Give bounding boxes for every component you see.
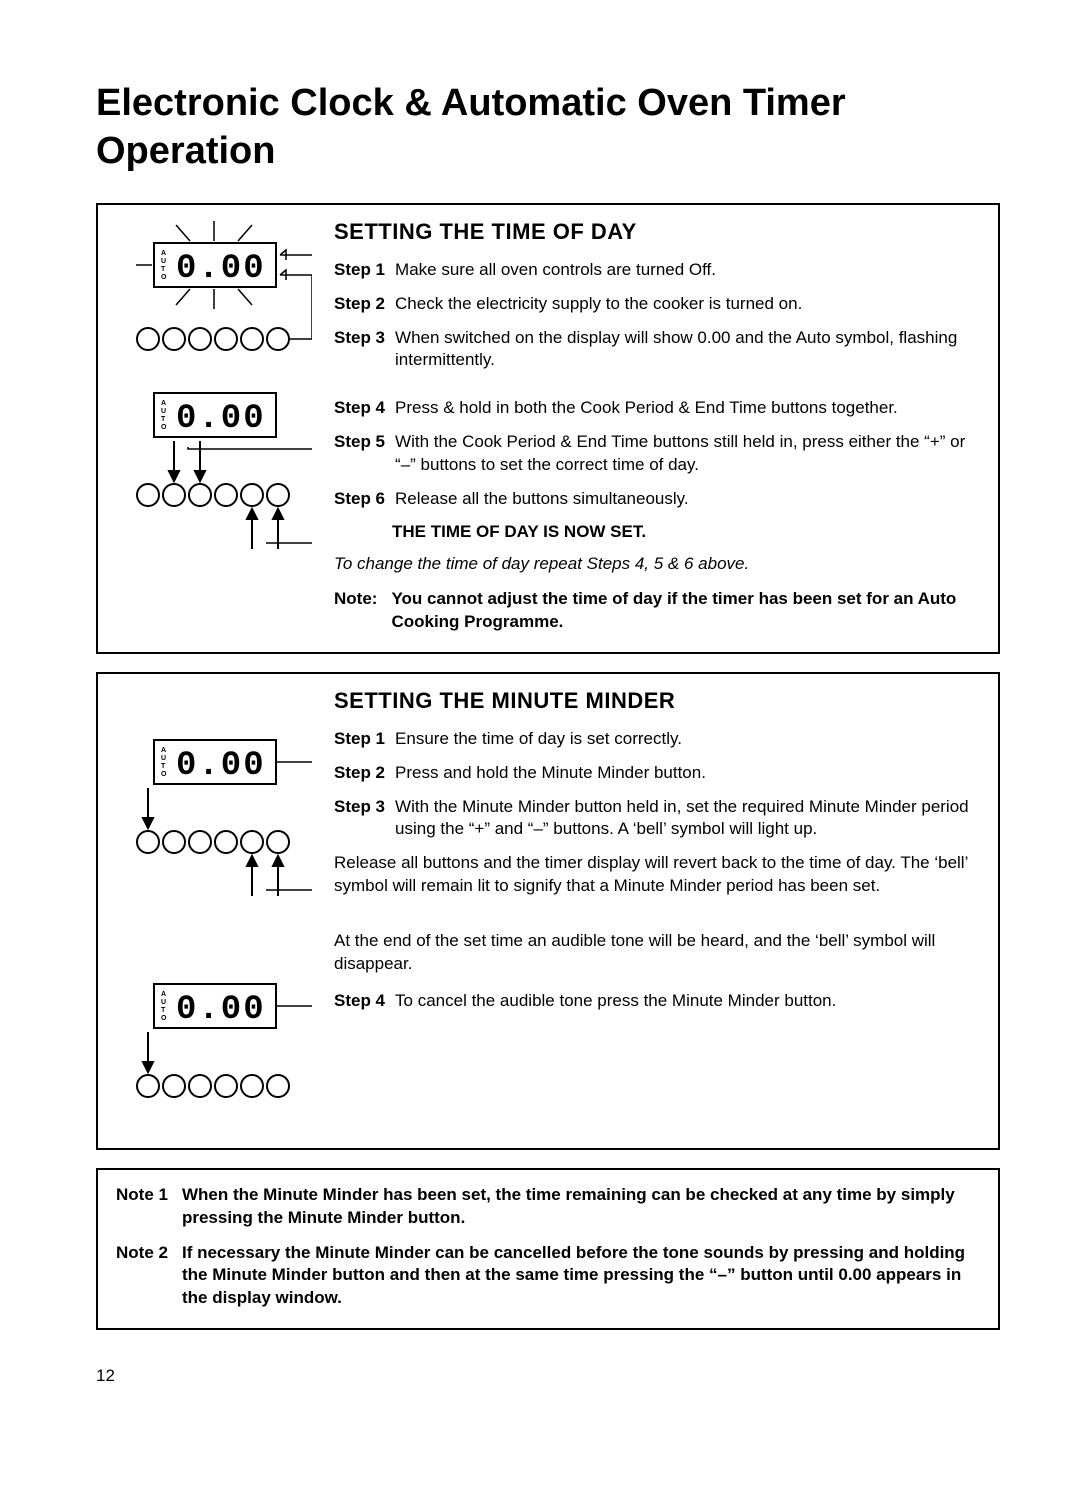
svg-text:O: O: [161, 771, 167, 778]
note-text: When the Minute Minder has been set, the…: [182, 1184, 980, 1230]
note-label: Note:: [334, 588, 377, 634]
note-text: You cannot adjust the time of day if the…: [391, 588, 980, 634]
step-label: Step 1: [334, 259, 385, 281]
svg-text:O: O: [161, 274, 167, 281]
clock-diagram-1: A U T O 0.00: [116, 219, 312, 369]
step-text: When switched on the display will show 0…: [395, 327, 980, 371]
time-set-confirmation: THE TIME OF DAY IS NOW SET.: [392, 522, 980, 542]
clock-diagram-4: A U T O 0.00: [116, 980, 312, 1130]
step-row: Step 3When switched on the display will …: [334, 327, 980, 371]
paragraph: Release all buttons and the timer displa…: [334, 852, 980, 898]
note-row: Note 2 If necessary the Minute Minder ca…: [116, 1242, 980, 1311]
step-text: Press & hold in both the Cook Period & E…: [395, 397, 980, 419]
heading-time-of-day: SETTING THE TIME OF DAY: [334, 219, 980, 245]
step-label: Step 6: [334, 488, 385, 510]
diagram-time-of-day: A U T O 0.00 A U T O: [116, 219, 312, 634]
svg-text:A: A: [161, 747, 166, 754]
step-label: Step 3: [334, 796, 385, 840]
step-row: Step 5With the Cook Period & End Time bu…: [334, 431, 980, 475]
step-label: Step 3: [334, 327, 385, 371]
svg-text:O: O: [161, 424, 167, 431]
step-label: Step 1: [334, 728, 385, 750]
step-text: Press and hold the Minute Minder button.: [395, 762, 980, 784]
note-label: Note 2: [116, 1242, 168, 1311]
diagram-minute-minder: A U T O 0.00: [116, 688, 312, 1130]
note-row: Note: You cannot adjust the time of day …: [334, 588, 980, 634]
svg-text:0.00: 0.00: [176, 747, 266, 785]
svg-text:T: T: [161, 763, 166, 770]
step-row: Step 4 Press & hold in both the Cook Peri…: [334, 397, 980, 419]
step-row: Step 4 To cancel the audible tone press t…: [334, 990, 980, 1012]
svg-text:0.00: 0.00: [176, 991, 266, 1029]
svg-text:0.00: 0.00: [176, 400, 266, 438]
step-label: Step 2: [334, 762, 385, 784]
repeat-instruction: To change the time of day repeat Steps 4…: [334, 554, 980, 574]
note-row: Note 1 When the Minute Minder has been s…: [116, 1184, 980, 1230]
svg-text:U: U: [161, 258, 166, 265]
step-row: Step 2 Check the electricity supply to th…: [334, 293, 980, 315]
svg-text:A: A: [161, 400, 166, 407]
heading-minute-minder: SETTING THE MINUTE MINDER: [334, 688, 980, 714]
note-text: If necessary the Minute Minder can be ca…: [182, 1242, 980, 1311]
step-row: Step 3With the Minute Minder button held…: [334, 796, 980, 840]
svg-text:U: U: [161, 408, 166, 415]
step-text: To cancel the audible tone press the Min…: [395, 990, 980, 1012]
svg-text:T: T: [161, 416, 166, 423]
step-label: Step 4: [334, 990, 385, 1012]
svg-text:T: T: [161, 266, 166, 273]
step-row: Step 6 Release all the buttons simultaneo…: [334, 488, 980, 510]
clock-diagram-3: A U T O 0.00: [116, 736, 312, 906]
svg-text:U: U: [161, 999, 166, 1006]
clock-diagram-2: A U T O 0.00: [116, 389, 312, 559]
paragraph: At the end of the set time an audible to…: [334, 930, 980, 976]
step-label: Step 2: [334, 293, 385, 315]
svg-text:0.00: 0.00: [176, 250, 266, 288]
step-row: Step 1 Make sure all oven controls are tu…: [334, 259, 980, 281]
step-text: Make sure all oven controls are turned O…: [395, 259, 980, 281]
svg-text:T: T: [161, 1007, 166, 1014]
step-row: Step 1 Ensure the time of day is set corr…: [334, 728, 980, 750]
step-row: Step 2 Press and hold the Minute Minder b…: [334, 762, 980, 784]
step-text: Release all the buttons simultaneously.: [395, 488, 980, 510]
step-text: Ensure the time of day is set correctly.: [395, 728, 980, 750]
svg-text:O: O: [161, 1015, 167, 1022]
section-time-of-day: A U T O 0.00 A U T O: [96, 203, 1000, 654]
page-title: Electronic Clock & Automatic Oven Timer …: [96, 80, 1000, 175]
step-label: Step 4: [334, 397, 385, 419]
section-notes: Note 1 When the Minute Minder has been s…: [96, 1168, 1000, 1331]
note-label: Note 1: [116, 1184, 168, 1230]
step-text: With the Cook Period & End Time buttons …: [395, 431, 980, 475]
step-label: Step 5: [334, 431, 385, 475]
svg-text:A: A: [161, 250, 166, 257]
svg-text:U: U: [161, 755, 166, 762]
svg-text:A: A: [161, 991, 166, 998]
section-minute-minder: A U T O 0.00: [96, 672, 1000, 1150]
page-number: 12: [96, 1366, 1000, 1386]
step-text: With the Minute Minder button held in, s…: [395, 796, 980, 840]
step-text: Check the electricity supply to the cook…: [395, 293, 980, 315]
